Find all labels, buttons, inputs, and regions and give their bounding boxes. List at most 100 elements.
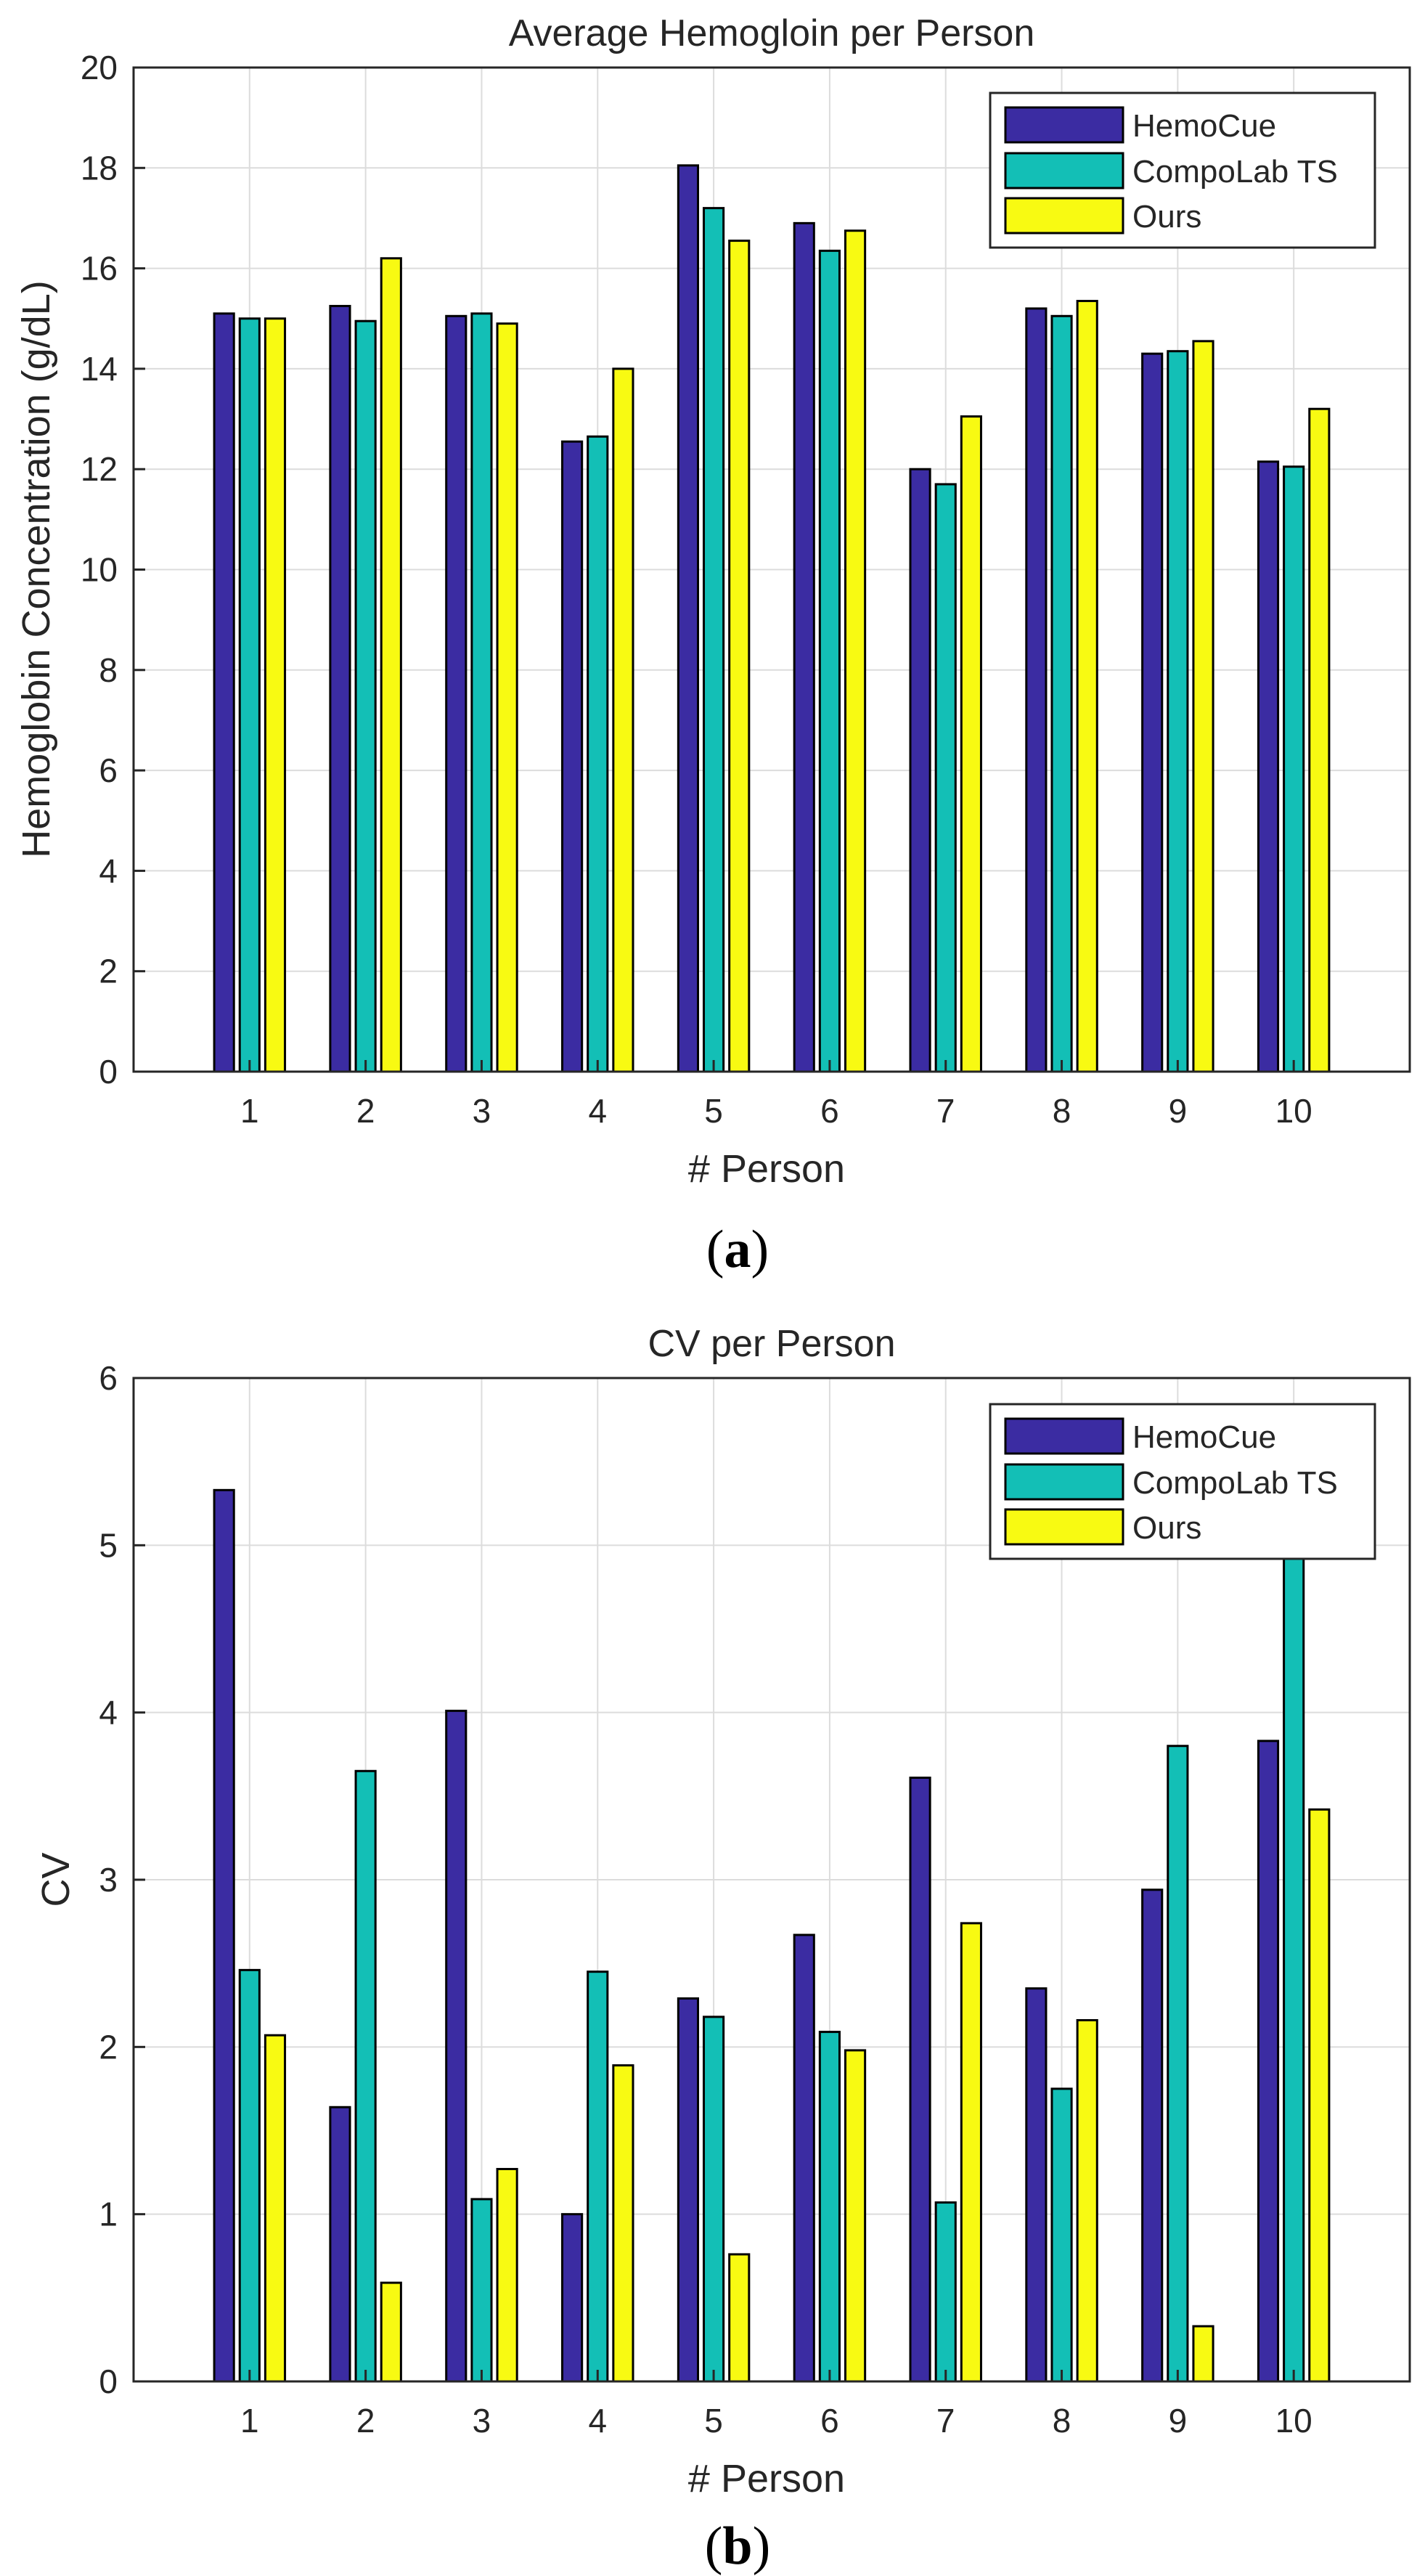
chart-a-x-tick-label: 3 [473,1092,491,1130]
chart-a-bar-ours-person-7 [960,415,982,1073]
chart-a-bar-hemocue-person-2 [329,304,351,1073]
chart-a-bar-ours-person-8 [1076,300,1098,1073]
chart-b-bar-hemocue-person-7 [909,1776,931,2383]
chart-a-caption: (a) [706,1220,769,1279]
chart-b-bar-ours-person-7 [960,1922,982,2383]
chart-b-bar-hemocue-person-8 [1025,1987,1048,2383]
chart-a-y-tick-label: 20 [81,49,118,86]
chart-b-x-tick-label: 9 [1169,2402,1188,2440]
chart-a-legend-swatch-compolab [1004,152,1124,189]
chart-b-bar-ours-person-1 [264,2034,287,2383]
chart-b-caption-letter: b [722,2516,752,2576]
chart-b-bar-ours-person-9 [1192,2325,1214,2383]
chart-b-bar-hemocue-person-10 [1257,1740,1280,2383]
chart-a-legend-label-hemocue: HemoCue [1132,108,1276,144]
chart-a-bar-compolab-person-8 [1050,314,1073,1073]
chart-a-bar-hemocue-person-7 [909,468,931,1073]
chart-b-bar-compolab-person-7 [934,2201,957,2383]
chart-a-bar-compolab-person-2 [354,319,377,1073]
chart-b-bar-compolab-person-2 [354,1769,377,2383]
chart-a-x-tick-label: 8 [1053,1092,1071,1130]
chart-b-y-tick-label: 0 [99,2363,118,2400]
chart-b-bar-ours-person-5 [728,2253,751,2383]
chart-a-bar-ours-person-3 [496,322,518,1073]
chart-a-bar-hemocue-person-10 [1257,460,1280,1073]
chart-b-bar-hemocue-person-5 [677,1997,700,2383]
chart-b-bar-compolab-person-1 [238,1968,261,2383]
chart-b-bar-hemocue-person-4 [561,2213,584,2383]
chart-a-bar-hemocue-person-8 [1025,307,1048,1073]
chart-b-y-tick-label: 4 [99,1694,118,1732]
chart-a-legend-label-ours: Ours [1132,199,1201,235]
chart-b-bar-ours-person-10 [1308,1808,1331,2383]
chart-a-legend-label-compolab: CompoLab TS [1132,154,1338,189]
chart-a-y-tick-label: 2 [99,953,118,990]
chart-a-bar-hemocue-person-3 [445,314,467,1073]
chart-a-legend-swatch-ours [1004,197,1124,235]
chart-b-legend-swatch-compolab [1004,1463,1124,1501]
chart-b-x-axis-label: # Person [688,2457,845,2500]
chart-a-x-ticks: 1 2 3 4 5 6 7 8 9 10 [240,1060,1312,1130]
chart-a-bar-ours-person-9 [1192,340,1214,1073]
chart-b-bar-compolab-person-3 [470,2198,493,2383]
chart-b-x-tick-label: 3 [473,2402,491,2440]
chart-b-bar-ours-person-4 [612,2064,634,2383]
chart-b-bar-ours-person-3 [496,2167,518,2383]
chart-a-bar-ours-person-2 [380,257,402,1073]
chart-b-bar-compolab-person-10 [1283,1549,1305,2383]
chart-b-y-axis-label: CV [34,1852,78,1907]
chart-a-y-tick-label: 8 [99,651,118,689]
chart-b-bar-hemocue-person-1 [213,1488,235,2383]
chart-b-bar-compolab-person-8 [1050,2087,1073,2383]
chart-b-caption-close: ) [753,2516,771,2576]
chart-a-bar-ours-person-10 [1308,407,1331,1073]
chart-a-bar-compolab-person-4 [587,435,609,1073]
chart-b-y-tick-label: 1 [99,2196,118,2233]
chart-a-bar-hemocue-person-9 [1141,352,1164,1073]
chart-b-bar-hemocue-person-3 [445,1709,467,2383]
chart-a-bar-ours-person-1 [264,317,287,1073]
chart-a-bar-hemocue-person-1 [213,312,235,1073]
chart-b-x-tick-label: 6 [820,2402,839,2440]
chart-b-legend: HemoCue CompoLab TS Ours [989,1403,1376,1560]
chart-b-x-tick-label: 4 [588,2402,607,2440]
chart-a-bar-compolab-person-3 [470,312,493,1073]
chart-a-x-tick-label: 1 [240,1092,259,1130]
chart-b-y-tick-label: 5 [99,1526,118,1564]
chart-a-bar-compolab-person-5 [703,207,725,1073]
chart-b-y-tick-label: 3 [99,1861,118,1899]
chart-a-bar-hemocue-person-6 [793,221,815,1073]
chart-b-x-tick-label: 10 [1275,2402,1312,2440]
chart-a-y-ticks: 0 2 4 6 8 10 12 14 16 18 20 [81,49,145,1091]
chart-a-x-tick-label: 6 [820,1092,839,1130]
chart-b-bar-compolab-person-9 [1167,1745,1189,2383]
chart-b-bar-compolab-person-6 [818,2031,841,2383]
chart-a-y-tick-label: 0 [99,1053,118,1091]
chart-b-bar-hemocue-person-2 [329,2106,351,2383]
chart-a-y-tick-label: 14 [81,350,118,388]
chart-a-caption-close: ) [751,1220,769,1279]
chart-b-x-tick-label: 1 [240,2402,259,2440]
chart-b-legend-swatch-hemocue [1004,1417,1124,1455]
chart-a-bar-hemocue-person-5 [677,164,700,1073]
chart-a-y-tick-label: 16 [81,250,118,288]
chart-b-bars [213,1488,1331,2383]
chart-b-bar-hemocue-person-6 [793,1933,815,2383]
chart-b-bar-ours-person-2 [380,2281,402,2383]
chart-b-bar-hemocue-person-9 [1141,1888,1164,2383]
chart-a-x-tick-label: 2 [356,1092,375,1130]
chart-a-bar-ours-person-6 [844,229,867,1073]
chart-a-bar-compolab-person-1 [238,317,261,1073]
chart-a-bar-ours-person-4 [612,367,634,1073]
chart-a-caption-open: ( [706,1220,724,1279]
chart-b-legend-swatch-ours [1004,1508,1124,1546]
chart-a-y-tick-label: 12 [81,450,118,488]
chart-a-legend: HemoCue CompoLab TS Ours [989,91,1376,249]
chart-a-x-tick-label: 4 [588,1092,607,1130]
chart-a-x-tick-label: 7 [936,1092,955,1130]
chart-a-x-axis-label: # Person [688,1147,845,1191]
chart-a-x-tick-label: 5 [704,1092,723,1130]
chart-a-title: Average Hemogloin per Person [509,12,1035,54]
chart-b-legend-label-compolab: CompoLab TS [1132,1465,1338,1501]
chart-b-x-tick-label: 2 [356,2402,375,2440]
